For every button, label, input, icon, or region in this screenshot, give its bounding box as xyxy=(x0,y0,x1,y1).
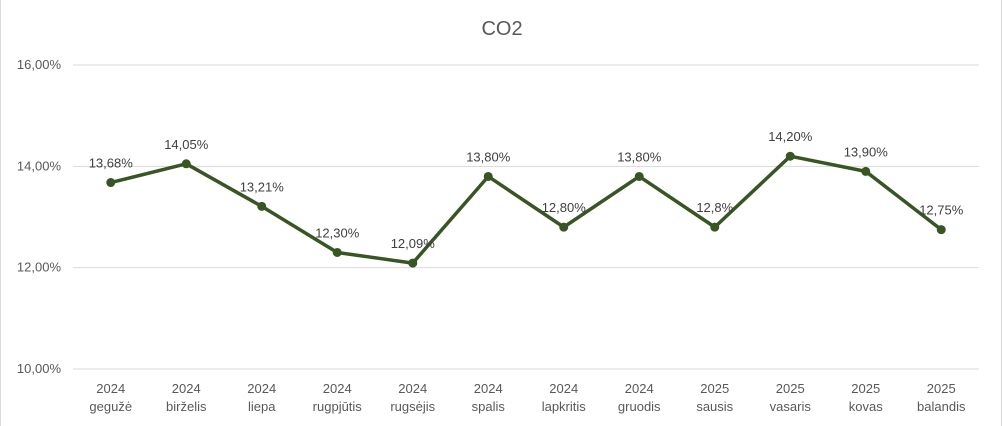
x-tick-month: birželis xyxy=(166,399,207,414)
x-tick-year: 2025 xyxy=(700,381,729,396)
x-tick-year: 2024 xyxy=(96,381,125,396)
x-tick-month: sausis xyxy=(696,399,733,414)
data-label: 12,80% xyxy=(542,200,587,215)
data-point xyxy=(785,151,795,161)
x-tick-year: 2025 xyxy=(851,381,880,396)
data-point xyxy=(861,166,871,176)
data-point xyxy=(181,159,191,169)
data-point xyxy=(332,247,342,257)
x-tick-year: 2025 xyxy=(927,381,956,396)
data-label: 14,05% xyxy=(164,137,209,152)
x-tick-month: lapkritis xyxy=(542,399,587,414)
y-tick-label: 14,00% xyxy=(17,158,62,173)
data-label: 12,8% xyxy=(696,200,733,215)
y-tick-label: 12,00% xyxy=(17,260,62,275)
data-label: 13,21% xyxy=(240,179,285,194)
x-tick-year: 2024 xyxy=(323,381,352,396)
data-point xyxy=(106,178,116,188)
x-tick-month: kovas xyxy=(849,399,883,414)
data-point xyxy=(559,222,569,232)
data-label: 12,30% xyxy=(315,225,360,240)
data-point xyxy=(936,225,946,235)
y-tick-label: 16,00% xyxy=(17,57,62,72)
x-tick-year: 2025 xyxy=(776,381,805,396)
data-label: 13,68% xyxy=(89,156,134,171)
x-tick-year: 2024 xyxy=(474,381,503,396)
data-point xyxy=(634,171,644,181)
x-tick-month: rugsėjis xyxy=(390,399,435,414)
data-label: 13,80% xyxy=(617,149,662,164)
x-tick-year: 2024 xyxy=(398,381,427,396)
y-tick-label: 10,00% xyxy=(17,361,62,376)
chart-title: CO2 xyxy=(481,18,523,40)
data-point xyxy=(483,171,493,181)
data-point xyxy=(257,201,267,211)
x-tick-month: gegužė xyxy=(89,399,132,414)
x-tick-year: 2024 xyxy=(247,381,276,396)
x-tick-month: gruodis xyxy=(618,399,661,414)
x-tick-month: spalis xyxy=(472,399,506,414)
data-point xyxy=(408,258,418,268)
x-tick-month: vasaris xyxy=(770,399,812,414)
x-tick-month: rugpjūtis xyxy=(313,399,363,414)
x-tick-month: balandis xyxy=(917,399,966,414)
series-line xyxy=(109,154,943,265)
x-tick-year: 2024 xyxy=(625,381,654,396)
x-tick-year: 2024 xyxy=(172,381,201,396)
x-tick-month: liepa xyxy=(248,399,276,414)
data-label: 13,80% xyxy=(466,149,511,164)
data-label: 12,09% xyxy=(391,236,436,251)
data-label: 14,20% xyxy=(768,129,813,144)
data-label: 13,90% xyxy=(844,144,889,159)
data-point xyxy=(710,222,720,232)
x-tick-year: 2024 xyxy=(549,381,578,396)
data-label: 12,75% xyxy=(919,203,964,218)
